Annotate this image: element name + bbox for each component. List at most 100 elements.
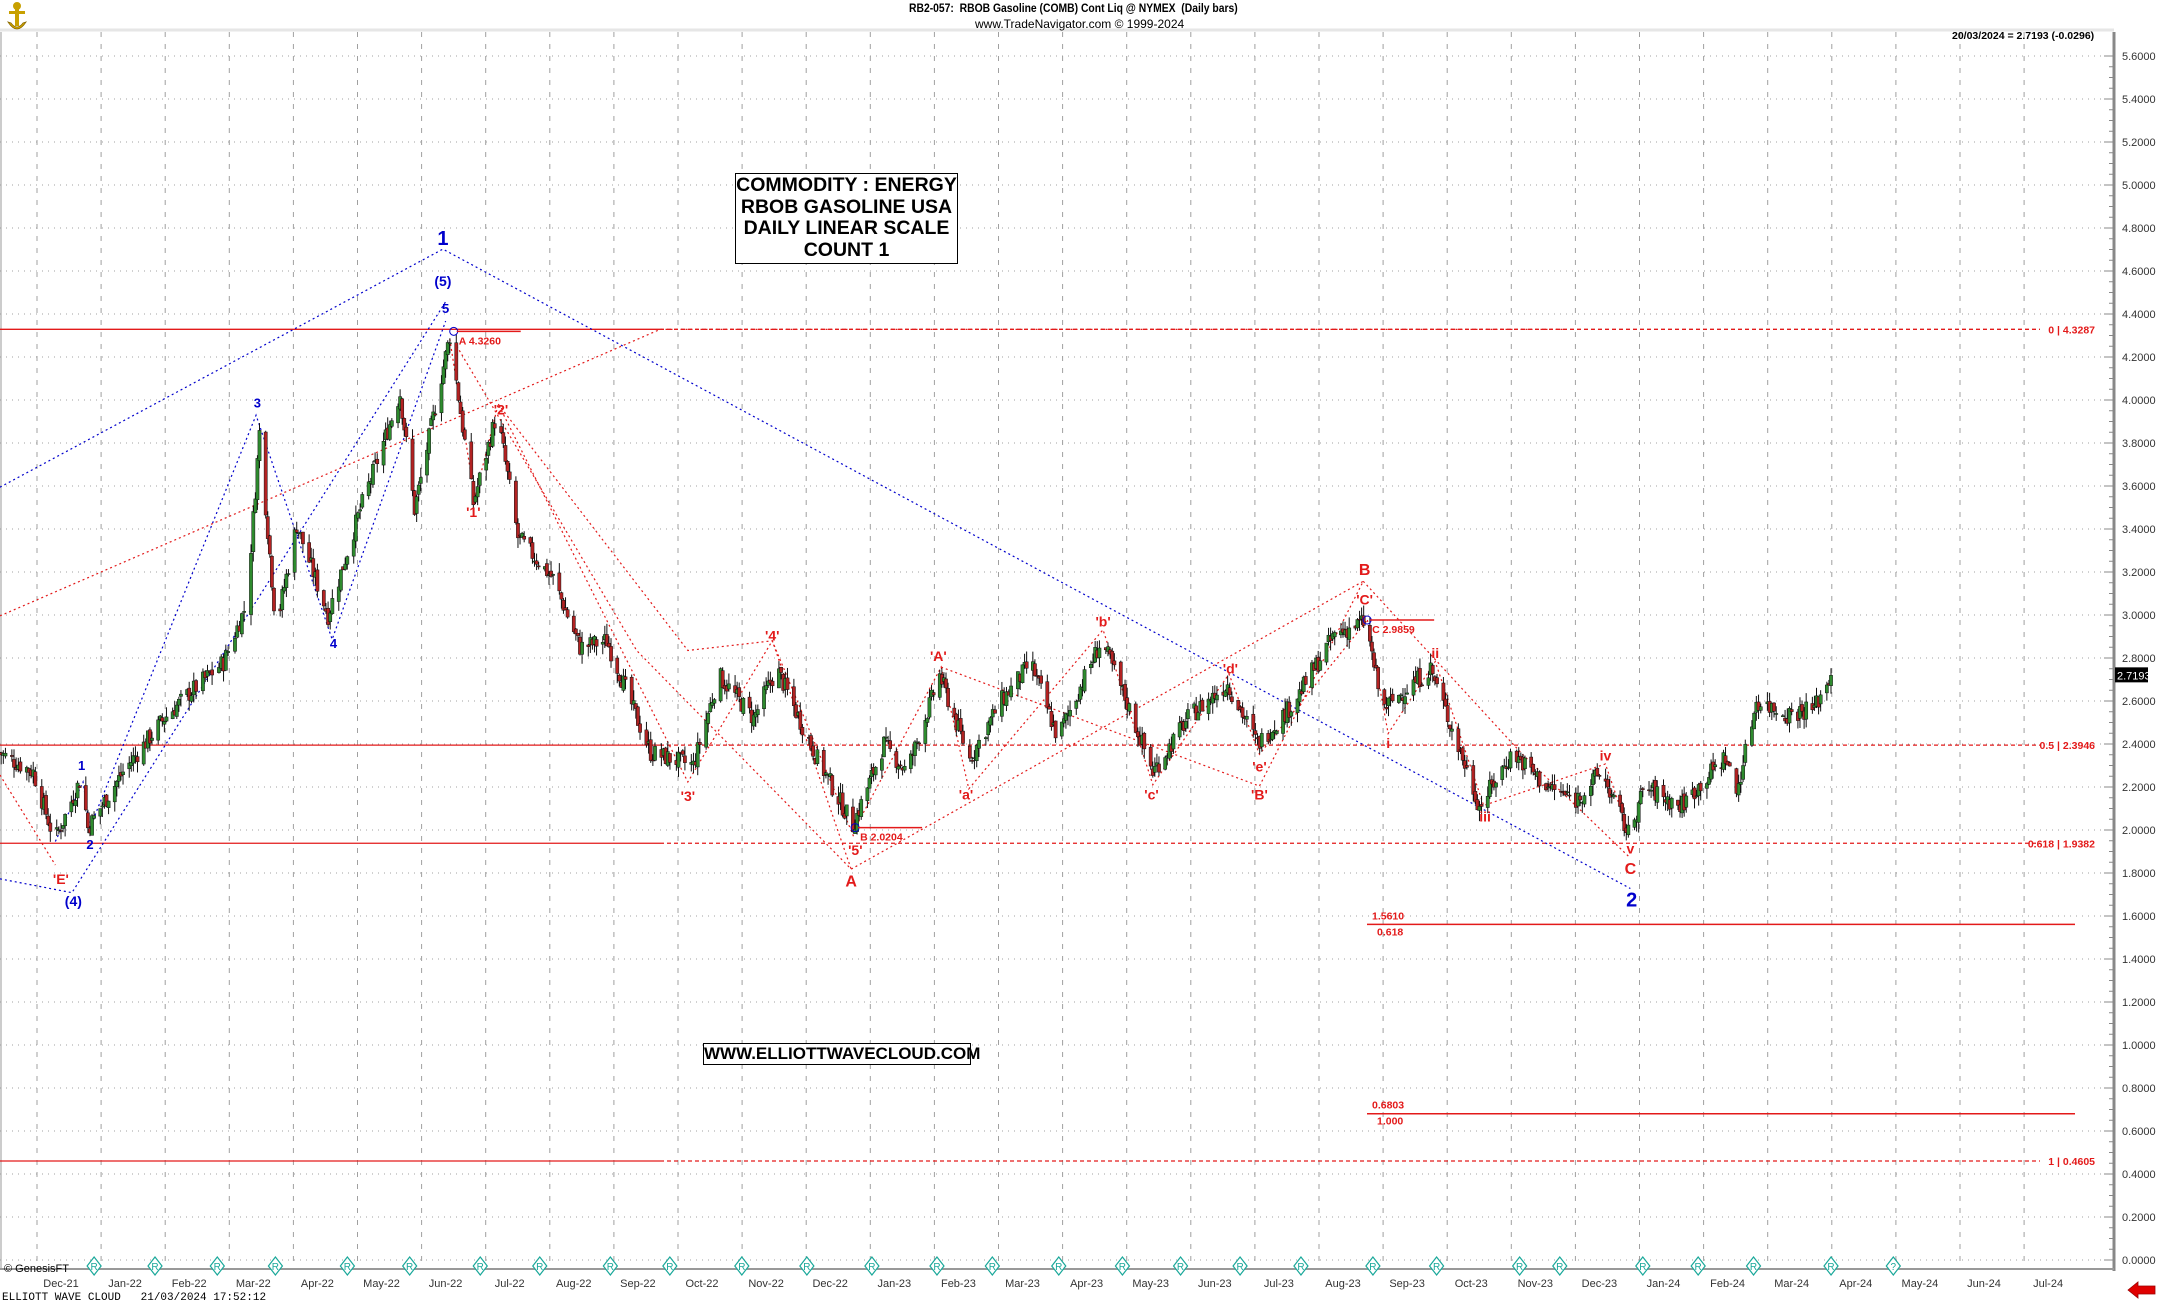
- price-bar: [580, 631, 584, 664]
- diamond-r-marker-icon[interactable]: ?: [1885, 1256, 1902, 1276]
- diamond-r-marker-icon[interactable]: R: [1172, 1256, 1189, 1276]
- diamond-r-marker-icon[interactable]: R: [662, 1256, 678, 1276]
- price-bar: [358, 503, 362, 520]
- diamond-r-marker-icon[interactable]: R: [1428, 1256, 1445, 1276]
- price-bar: [90, 813, 94, 836]
- price-bar: [131, 747, 136, 772]
- diamond-r-marker-icon[interactable]: R: [147, 1256, 163, 1276]
- price-bar: [977, 734, 981, 758]
- y-tick-label: 2.8000: [2122, 653, 2156, 665]
- diamond-r-marker-icon[interactable]: R: [1552, 1256, 1568, 1276]
- price-bar: [1118, 660, 1123, 695]
- x-tick-label: Apr-22: [301, 1278, 334, 1290]
- diamond-r-marker-icon[interactable]: R: [86, 1256, 102, 1276]
- price-bar: [294, 521, 299, 534]
- red-left-arrow-icon[interactable]: [2127, 1281, 2156, 1299]
- price-bar: [1692, 785, 1697, 809]
- projection-ratio-label: 1.000: [1377, 1116, 1403, 1128]
- marker-label: R: [1297, 1262, 1304, 1273]
- diamond-r-marker-icon[interactable]: R: [267, 1256, 284, 1276]
- wave-label-blue: 1: [437, 228, 448, 250]
- price-bar: [873, 766, 878, 780]
- diamond-r-marker-icon[interactable]: R: [799, 1256, 815, 1276]
- price-bar: [894, 747, 899, 774]
- price-bar: [727, 673, 731, 692]
- wave-channel-line: [456, 345, 1364, 870]
- price-bar: [1004, 686, 1009, 712]
- diamond-r-marker-icon[interactable]: R: [929, 1256, 945, 1276]
- price-bar: [1684, 792, 1689, 813]
- price-tag-label: A 4.3260: [459, 335, 501, 347]
- diamond-r-marker-icon[interactable]: R: [1635, 1256, 1651, 1276]
- diamond-r-marker-icon[interactable]: R: [339, 1256, 356, 1276]
- price-bar: [565, 606, 570, 619]
- price-bar: [301, 531, 305, 553]
- price-bar: [1347, 617, 1352, 649]
- price-bar: [1443, 692, 1448, 707]
- price-bar: [1411, 670, 1416, 702]
- wave-label-blue: 2: [1626, 890, 1637, 912]
- diamond-r-marker-icon[interactable]: R: [1511, 1256, 1528, 1276]
- diamond-r-marker-icon[interactable]: R: [401, 1256, 418, 1276]
- diamond-r-marker-icon[interactable]: R: [1690, 1256, 1706, 1276]
- projection-value-label: 0.6803: [1372, 1100, 1404, 1112]
- price-bar: [1430, 663, 1435, 683]
- price-bar: [179, 690, 183, 707]
- price-bar: [1508, 748, 1513, 773]
- diamond-r-marker-icon[interactable]: R: [1293, 1256, 1309, 1276]
- price-bar: [1445, 694, 1450, 728]
- price-bar: [414, 494, 419, 523]
- price-bar: [242, 601, 246, 622]
- price-bar: [1804, 693, 1809, 728]
- price-bar: [286, 569, 291, 577]
- price-bar: [121, 763, 125, 785]
- price-bar: [1829, 668, 1833, 694]
- price-bar: [1460, 746, 1465, 766]
- price-bar: [1106, 642, 1110, 657]
- diamond-r-marker-icon[interactable]: R: [1050, 1256, 1067, 1276]
- price-bar: [272, 587, 276, 616]
- diamond-r-marker-icon[interactable]: R: [1365, 1256, 1381, 1276]
- x-tick-label: Jun-23: [1198, 1278, 1232, 1290]
- diamond-r-marker-icon[interactable]: R: [602, 1256, 619, 1276]
- diamond-r-marker-icon[interactable]: R: [1114, 1256, 1131, 1276]
- diamond-r-marker-icon[interactable]: R: [472, 1256, 489, 1276]
- diamond-r-marker-icon[interactable]: R: [984, 1256, 1001, 1276]
- price-bar: [1622, 807, 1627, 837]
- price-bar: [923, 714, 928, 753]
- price-bar: [1332, 630, 1337, 646]
- diamond-r-marker-icon[interactable]: R: [1232, 1256, 1248, 1276]
- diamond-r-marker-icon[interactable]: R: [209, 1256, 226, 1276]
- price-bar: [1259, 728, 1264, 752]
- price-bar: [1723, 746, 1728, 771]
- diamond-r-marker-icon[interactable]: R: [1745, 1256, 1762, 1276]
- price-bar: [381, 432, 386, 474]
- copyright-label: © GenesisFT: [4, 1263, 69, 1275]
- diamond-r-marker-icon[interactable]: R: [1823, 1256, 1839, 1276]
- price-bar: [1479, 795, 1484, 814]
- price-bar: [1546, 780, 1550, 793]
- price-bar: [824, 771, 828, 779]
- price-bar: [695, 732, 700, 776]
- x-tick-label: Apr-23: [1070, 1278, 1103, 1290]
- marker-label: R: [666, 1262, 673, 1273]
- price-bar: [704, 710, 708, 750]
- price-bar: [522, 531, 527, 543]
- price-bar: [770, 677, 775, 693]
- price-bar: [1504, 756, 1509, 778]
- price-bar: [210, 661, 214, 685]
- price-bar: [160, 713, 165, 727]
- price-bar: [33, 766, 38, 787]
- price-bar: [737, 682, 742, 703]
- diamond-r-marker-icon[interactable]: R: [531, 1256, 548, 1276]
- price-bar: [69, 795, 74, 817]
- diamond-r-marker-icon[interactable]: R: [734, 1256, 750, 1276]
- diamond-r-marker-icon[interactable]: R: [864, 1256, 880, 1276]
- price-bar: [445, 340, 450, 362]
- price-bar: [1752, 711, 1756, 730]
- price-bar: [755, 704, 760, 724]
- price-bar: [503, 436, 508, 465]
- price-bar: [1270, 731, 1275, 742]
- price-bar: [1186, 702, 1190, 729]
- wave-label-red: '5': [848, 842, 862, 858]
